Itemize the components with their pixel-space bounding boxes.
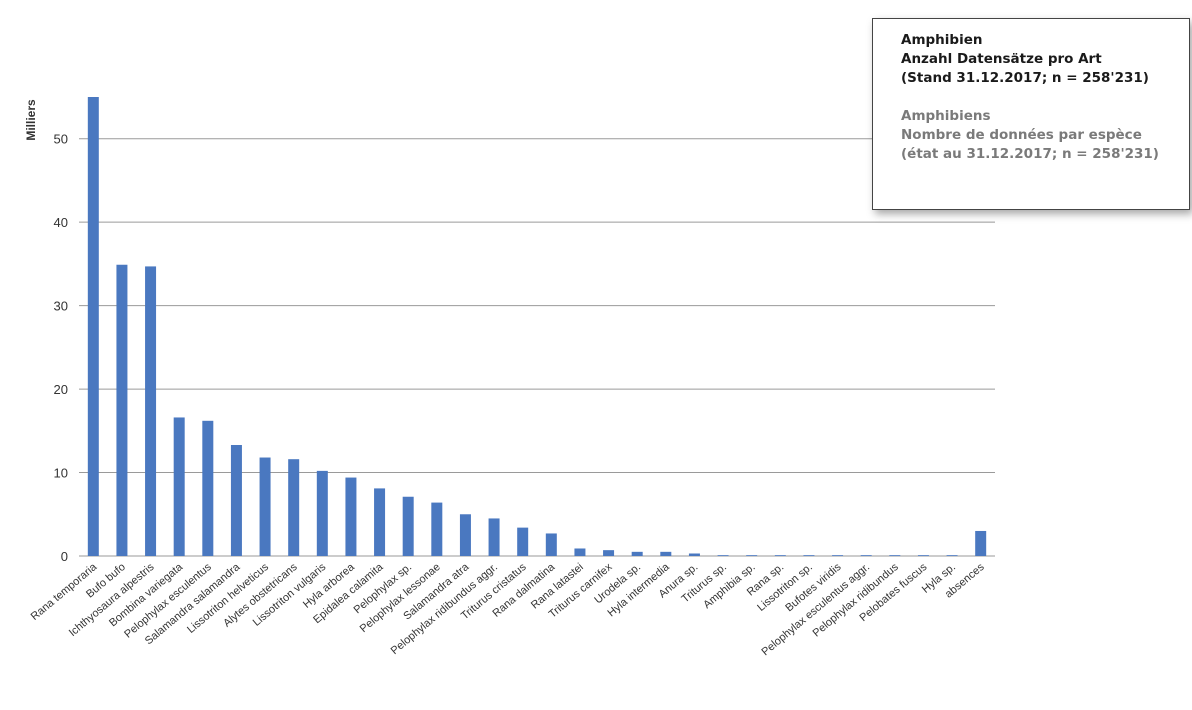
bar-8	[288, 459, 300, 556]
bar-10	[345, 477, 357, 556]
bar-7	[259, 457, 271, 556]
bars	[87, 97, 987, 556]
bar-2	[116, 264, 128, 556]
title-french-line-3: (état au 31.12.2017; n = 258'231)	[901, 146, 1159, 162]
bar-25	[774, 555, 786, 556]
bar-21	[660, 551, 672, 556]
bar-27	[832, 555, 844, 556]
bar-30	[917, 555, 929, 556]
title-german-line-1: Amphibien	[901, 32, 983, 48]
y-axis-label: Milliers	[24, 99, 38, 141]
bar-9	[316, 470, 328, 556]
bar-6	[230, 445, 242, 556]
bar-20	[631, 551, 643, 556]
bar-15	[488, 518, 500, 556]
y-tick-label: 20	[54, 382, 68, 397]
gridlines	[79, 138, 995, 557]
bar-23	[717, 555, 729, 556]
bar-3	[145, 266, 157, 556]
bar-18	[574, 548, 586, 556]
bar-24	[746, 555, 758, 556]
y-tick-label: 40	[54, 215, 68, 230]
bar-12	[402, 496, 414, 556]
y-tick-label: 30	[54, 299, 68, 314]
bar-14	[459, 514, 471, 556]
bar-4	[173, 417, 185, 556]
title-german-line-2: Anzahl Datensätze pro Art	[901, 51, 1102, 67]
bar-32	[975, 530, 987, 556]
y-tick-label: 0	[61, 549, 68, 564]
title-french-line-1: Amphibiens	[901, 108, 991, 124]
title-german-line-3: (Stand 31.12.2017; n = 258'231)	[901, 70, 1149, 86]
y-tick-labels: 0 10 20 30 40 50	[54, 132, 68, 564]
bar-17	[545, 533, 557, 556]
title-german: Amphibien Anzahl Datensätze pro Art (Sta…	[901, 31, 1179, 88]
chart-title-box: Amphibien Anzahl Datensätze pro Art (Sta…	[872, 18, 1190, 210]
y-tick-label: 50	[54, 132, 68, 147]
y-tick-label: 10	[54, 466, 68, 481]
bar-11	[374, 488, 386, 556]
title-french: Amphibiens Nombre de données par espèce …	[901, 107, 1179, 164]
title-french-line-2: Nombre de données par espèce	[901, 127, 1142, 143]
bar-22	[688, 553, 700, 556]
bar-13	[431, 502, 443, 556]
bar-1	[87, 97, 99, 556]
bar-29	[889, 555, 901, 556]
bar-16	[517, 527, 529, 556]
bar-26	[803, 555, 815, 556]
bar-28	[860, 555, 872, 556]
bar-5	[202, 420, 214, 556]
bar-19	[603, 550, 615, 556]
bar-31	[946, 555, 958, 556]
